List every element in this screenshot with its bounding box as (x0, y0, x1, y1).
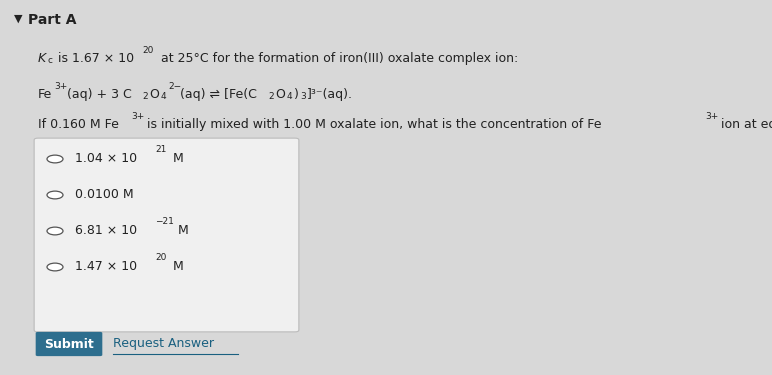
Text: c: c (47, 56, 52, 65)
Text: Submit: Submit (44, 338, 94, 351)
Text: 20: 20 (155, 253, 167, 262)
Text: 1.47 × 10: 1.47 × 10 (75, 260, 137, 273)
Text: is initially mixed with 1.00 M oxalate ion, what is the concentration of Fe: is initially mixed with 1.00 M oxalate i… (143, 118, 601, 131)
Text: 2−: 2− (168, 82, 181, 91)
Text: M: M (169, 260, 184, 273)
Text: 4: 4 (287, 92, 293, 101)
Text: O: O (149, 88, 159, 101)
Text: 2: 2 (268, 92, 273, 101)
Text: 20: 20 (142, 46, 154, 55)
Text: ]³⁻(aq).: ]³⁻(aq). (307, 88, 353, 101)
Text: 4: 4 (161, 92, 167, 101)
Text: If 0.160 M Fe: If 0.160 M Fe (38, 118, 119, 131)
Text: Part A: Part A (28, 13, 76, 27)
Text: M: M (169, 152, 184, 165)
Text: (aq) ⇌ [Fe(C: (aq) ⇌ [Fe(C (180, 88, 257, 101)
Text: 1.04 × 10: 1.04 × 10 (75, 152, 137, 165)
Text: 3: 3 (300, 92, 306, 101)
Text: 3+: 3+ (131, 112, 144, 121)
Text: 3+: 3+ (54, 82, 67, 91)
Text: ▼: ▼ (14, 14, 22, 24)
Text: 6.81 × 10: 6.81 × 10 (75, 224, 137, 237)
Text: at 25°C for the formation of iron(III) oxalate complex ion:: at 25°C for the formation of iron(III) o… (157, 52, 518, 65)
Text: −21: −21 (155, 217, 174, 226)
Text: Fe: Fe (38, 88, 52, 101)
Text: is 1.67 × 10: is 1.67 × 10 (54, 52, 134, 65)
Text: 21: 21 (155, 145, 167, 154)
Text: M: M (174, 224, 188, 237)
Text: Request Answer: Request Answer (113, 338, 214, 351)
Text: ion at equilibrium?: ion at equilibrium? (717, 118, 772, 131)
Text: 0.0100 M: 0.0100 M (75, 188, 134, 201)
Text: 2: 2 (142, 92, 147, 101)
Text: ): ) (294, 88, 299, 101)
Text: (aq) + 3 C: (aq) + 3 C (67, 88, 132, 101)
Text: 3+: 3+ (705, 112, 718, 121)
Text: K: K (38, 52, 46, 65)
Text: O: O (275, 88, 285, 101)
